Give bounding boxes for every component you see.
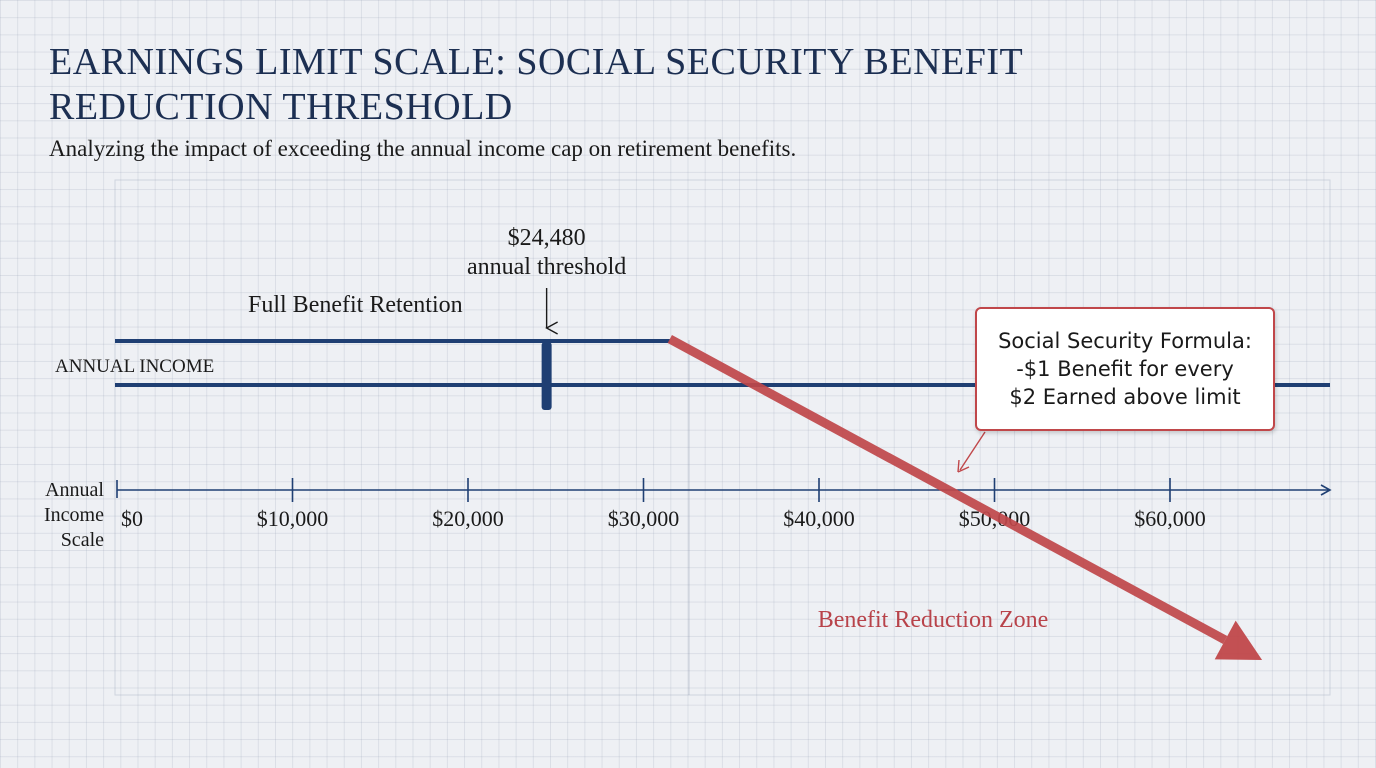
x-tick-label: $20,000 <box>432 506 504 531</box>
page-title: EARNINGS LIMIT SCALE: SOCIAL SECURITY BE… <box>49 41 1023 128</box>
threshold-label: annual threshold <box>467 254 626 280</box>
x-axis-label-line: Scale <box>61 529 104 551</box>
formula-line-1: Social Security Formula: <box>998 329 1252 353</box>
x-tick-label: $60,000 <box>1134 506 1206 531</box>
callout-pointer-head <box>957 459 970 473</box>
x-tick-label: $40,000 <box>783 506 855 531</box>
page-subtitle: Analyzing the impact of exceeding the an… <box>49 136 797 161</box>
formula-line-2: -$1 Benefit for every <box>1016 357 1234 381</box>
reduction-arrow-shaft <box>667 335 1228 644</box>
threshold-value-label: $24,480 <box>508 225 586 251</box>
x-tick-label: $30,000 <box>608 506 680 531</box>
callout-pointer <box>959 431 986 471</box>
income-band-label: ANNUAL INCOME <box>55 356 214 377</box>
full-benefit-label: Full Benefit Retention <box>248 292 463 318</box>
x-axis-label-line: Income <box>44 504 104 526</box>
x-axis-label-line: Annual <box>45 479 104 501</box>
threshold-marker <box>541 342 552 410</box>
formula-line-3: $2 Earned above limit <box>1009 385 1241 409</box>
reduction-zone-label: Benefit Reduction Zone <box>818 607 1049 633</box>
formula-callout: Social Security Formula: -$1 Benefit for… <box>975 307 1275 431</box>
x-tick-label: $0 <box>121 506 143 531</box>
reduction-arrow-head <box>1214 620 1263 660</box>
plot-frame <box>114 179 1331 696</box>
x-tick-label: $10,000 <box>257 506 329 531</box>
